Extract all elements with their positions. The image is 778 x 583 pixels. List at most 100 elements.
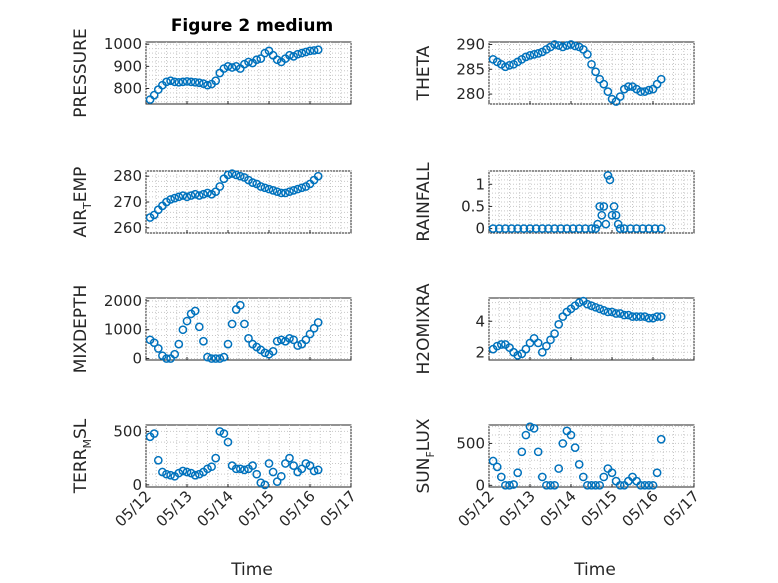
panel-4-data-point (615, 224, 625, 233)
panel-5-data-point (162, 354, 171, 363)
panel-8-data-point (636, 480, 646, 490)
panel-1-data-point (162, 77, 171, 87)
panel-7-data-point (219, 429, 229, 438)
panel-2-data-point (624, 82, 633, 91)
panel-8-data-point (583, 480, 592, 490)
panel-6-data-point (632, 312, 641, 321)
panel-5-data-point (211, 354, 221, 363)
panel-3-data-point (174, 192, 184, 202)
panel-1-ylabel: PRESSURE (71, 28, 91, 117)
panel-7-data-point (190, 470, 200, 480)
panel-3-data-point (211, 187, 221, 197)
panel-7-ytick-label: 0 (132, 476, 142, 494)
panel-7-data-point (231, 464, 241, 474)
panel-1-ytick-label: 800 (113, 80, 142, 98)
panel-4-data-point (613, 219, 623, 229)
panel-2-data-point (599, 79, 609, 89)
panel-2-ytick-label: 280 (456, 85, 485, 103)
panel-1-data-point (199, 79, 208, 88)
panel-7-data-point (182, 467, 192, 477)
panel-7-data-point (240, 465, 249, 475)
panel-8-data-point (537, 472, 547, 482)
panel-2-data-point (583, 50, 592, 59)
panel-5-data-point (178, 325, 188, 335)
panel-4-data-point (568, 224, 578, 233)
panel-4-data-point (605, 175, 615, 185)
panel-8-data-point (558, 439, 568, 448)
panel-7-data-point (186, 468, 196, 478)
panel-3-data-point (235, 171, 245, 181)
panel-3-data-point (149, 210, 159, 220)
panel-3-data-point (293, 184, 303, 194)
panel-4-data-point (519, 224, 529, 233)
panel-1-data-point (313, 45, 323, 55)
panel-2-data-point (570, 41, 580, 51)
panel-5-data-point (174, 339, 184, 349)
panel-7-data-point (285, 453, 294, 463)
panel-5-data-point (149, 338, 159, 348)
panel-8-data-point (652, 468, 662, 478)
panel-8-data-point (505, 480, 514, 490)
panel-3-ytick-label: 270 (113, 193, 142, 211)
panel-5-data-point (203, 352, 212, 362)
panel-7-data-point (301, 459, 311, 468)
panel-2-data-point (550, 40, 559, 49)
panel-8-data-point (488, 456, 498, 466)
panel-6-data-point (574, 298, 584, 307)
panel-5-data-point (190, 306, 200, 316)
panel-7-data-point (207, 462, 216, 472)
panel-7-data-point (153, 455, 163, 465)
panel-1-data-point (297, 48, 307, 58)
panel-1-data-point (244, 57, 253, 67)
panel-4-data-point (601, 219, 611, 229)
panel-2-data-point (591, 67, 600, 77)
panel-5-data-point (240, 319, 249, 329)
panel-7-data-point (264, 459, 274, 468)
panel-7-data-point (223, 437, 233, 447)
panel-1-ytick-label: 1000 (104, 35, 142, 53)
panel-3-data-point (223, 170, 233, 180)
panel-7-ylabel: TERRMSL (71, 418, 94, 494)
panel-2-ytick-label: 285 (456, 60, 485, 78)
panel-7-data-point (149, 429, 159, 438)
panel-8-data-point (521, 430, 531, 440)
panel-1-data-point (223, 62, 233, 71)
panel-7-data-point (276, 471, 286, 481)
panel-1-data-point (285, 50, 294, 60)
panel-6-data-point (656, 312, 666, 321)
panel-8-ytick-label: 0 (475, 476, 485, 494)
panel-5-data-point (285, 334, 294, 343)
panel-8-data-point (513, 468, 523, 478)
panel-5-ytick-label: 2000 (104, 292, 142, 310)
panel-1-data-point (182, 77, 192, 86)
panel-8-data-point (656, 434, 666, 444)
panel-5-data-point (309, 323, 319, 333)
panel-8-data-point (550, 480, 559, 490)
panel-1-data-point (174, 77, 184, 87)
panel-3-data-point (194, 191, 204, 200)
panel-7-data-point (203, 464, 212, 474)
panel-6-data-point (591, 302, 600, 312)
panel-3: 260 270 280 AIRTEMP (71, 167, 352, 237)
panel-7-data-point (215, 427, 225, 436)
panel-6-data-point (521, 344, 531, 354)
panel-2-data-point (558, 42, 568, 52)
panel-7-data-point (268, 467, 278, 477)
panel-5-data-point (276, 335, 286, 345)
panel-4-data-point (656, 224, 666, 233)
panel-4-data-point (544, 224, 553, 233)
panel-5-data-point (153, 344, 163, 353)
panel-4-data-point (587, 224, 596, 233)
panel-4-data-point (501, 224, 510, 233)
panel-5-data-point (260, 348, 270, 358)
panel-4-data-point (513, 224, 523, 233)
panel-2-data-point (644, 85, 654, 95)
panel-5-data-point (182, 316, 192, 326)
panel-3-data-point (313, 171, 323, 181)
panel-1-data-point (194, 78, 204, 88)
panel-7-data-point (178, 466, 188, 476)
panel-8-data-point (574, 460, 584, 469)
panel-8-data-point (517, 447, 527, 457)
panel-2-ytick-label: 290 (456, 35, 485, 53)
